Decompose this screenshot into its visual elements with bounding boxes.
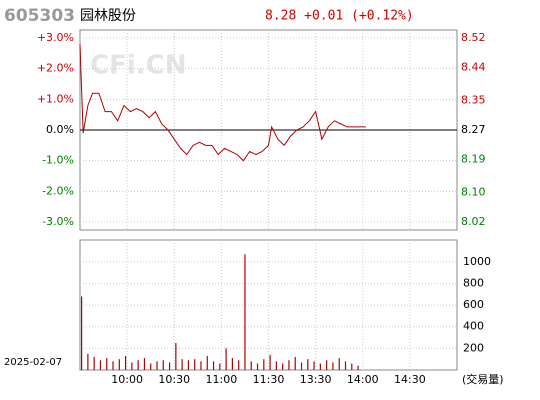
volume-bar (238, 360, 240, 370)
x-tick-label: 14:30 (394, 373, 426, 386)
price-line (79, 44, 366, 162)
volume-bar (300, 362, 303, 370)
stock-code: 605303 (4, 6, 75, 26)
x-tick-label: 11:00 (206, 373, 238, 386)
watermark: CFi.CN (90, 51, 186, 81)
volume-bar (288, 360, 290, 370)
volume-bar (187, 360, 190, 370)
volume-bar (275, 361, 277, 370)
volume-bar (137, 360, 139, 370)
y2-tick-label: 8.19 (461, 152, 486, 165)
y-tick-label: 800 (463, 276, 484, 289)
quote: 8.28 +0.01 (+0.12%) (265, 9, 414, 24)
volume-bar (194, 359, 196, 370)
volume-bar (250, 361, 252, 370)
volume-bar (181, 359, 183, 370)
y-tick-label: -2.0% (42, 184, 74, 197)
volume-bar (118, 359, 120, 370)
volume-bar (131, 362, 133, 370)
volume-bar (112, 361, 114, 370)
volume-label: (交易量) (462, 372, 504, 386)
volume-bar (294, 357, 296, 370)
volume-bar (212, 361, 215, 370)
y-tick-label: 1000 (463, 255, 491, 268)
volume-bar (344, 361, 347, 370)
x-tick-label: 13:30 (300, 373, 332, 386)
y-tick-label: -3.0% (42, 215, 74, 228)
y-tick-label: +2.0% (37, 62, 74, 75)
volume-bar (219, 363, 221, 370)
volume-bar (256, 363, 259, 370)
volume-bar (282, 363, 284, 370)
y2-tick-label: 8.10 (461, 186, 486, 199)
y2-tick-label: 8.35 (461, 94, 486, 107)
volume-bar (143, 358, 146, 370)
volume-bar (307, 359, 309, 370)
y2-tick-label: 8.02 (461, 215, 486, 228)
volume-bar (200, 361, 202, 370)
y-tick-label: 400 (463, 320, 484, 333)
volume-bar (87, 353, 89, 370)
volume-bar (124, 355, 127, 370)
y2-tick-label: 8.27 (461, 123, 486, 136)
y-tick-label: 600 (463, 298, 484, 311)
y2-tick-label: 8.52 (461, 31, 486, 44)
stock-name: 园林股份 (80, 8, 136, 24)
volume-bar (93, 357, 95, 370)
volume-bar (156, 361, 158, 370)
y-tick-label: -1.0% (42, 154, 74, 167)
y-tick-label: 200 (463, 341, 484, 354)
x-tick-label: 10:00 (111, 373, 143, 386)
x-tick-label: 11:30 (253, 373, 285, 386)
y2-tick-label: 8.44 (461, 60, 486, 73)
volume-bar (150, 363, 152, 370)
volume-bar (332, 362, 334, 370)
volume-bar (106, 358, 108, 370)
volume-bar (269, 354, 271, 370)
volume-bar (313, 361, 315, 370)
date: 2025-02-07 (4, 357, 62, 368)
volume-bar (206, 355, 208, 370)
volume-bar (244, 254, 246, 370)
volume-bar (319, 363, 321, 370)
volume-bar (263, 359, 265, 370)
x-tick-label: 14:00 (347, 373, 379, 386)
volume-bar (81, 296, 83, 370)
y-tick-label: 0.0% (46, 123, 74, 136)
volume-bar (357, 365, 359, 370)
y-tick-label: +1.0% (37, 92, 74, 105)
volume-bar (225, 348, 227, 370)
volume-bar (231, 358, 233, 370)
volume-bar (338, 358, 340, 370)
volume-bar (162, 360, 164, 370)
x-tick-label: 10:30 (158, 373, 190, 386)
volume-bar (168, 362, 171, 370)
volume-bar (326, 360, 328, 370)
volume-bar (351, 363, 353, 370)
volume-bar (99, 360, 102, 370)
volume-bar (175, 342, 177, 370)
y-tick-label: +3.0% (37, 31, 74, 44)
